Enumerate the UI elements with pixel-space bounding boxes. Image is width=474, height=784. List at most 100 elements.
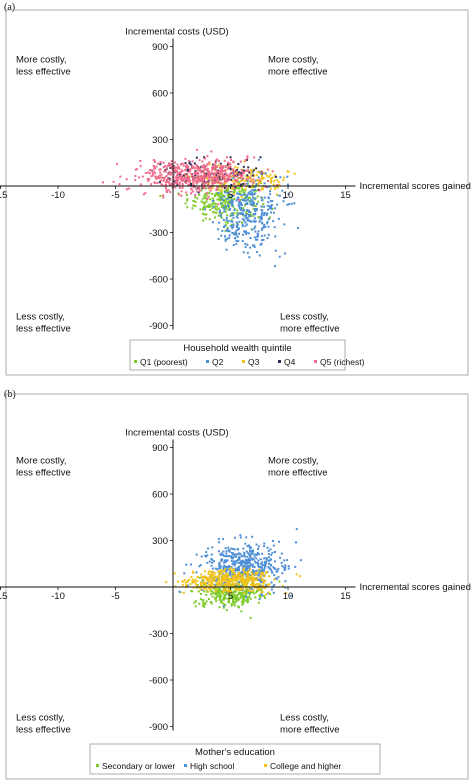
scatter-point-q5-richest- [205,174,208,177]
y-tick-label: 900 [152,443,168,454]
scatter-point-secondary-or-lower [205,590,208,593]
scatter-point-high-school [260,566,263,569]
scatter-point-q3 [260,181,263,184]
scatter-point-high-school [214,567,217,570]
scatter-point-q4 [239,171,242,174]
scatter-point-high-school [286,559,289,562]
scatter-point-college-and-higher [214,572,216,575]
scatter-point-secondary-or-lower [238,592,240,595]
scatter-point-q5-richest- [266,168,269,171]
scatter-point-q5-richest- [165,167,168,170]
scatter-point-college-and-higher [230,585,233,588]
scatter-point-secondary-or-lower [211,591,214,594]
scatter-point-q2 [243,230,246,233]
scatter-point-high-school [195,571,198,574]
scatter-point-q3 [260,175,263,178]
scatter-point-college-and-higher [217,570,220,573]
scatter-point-q2 [236,216,239,219]
legend-box [89,743,381,775]
legend-marker [314,360,317,363]
scatter-point-secondary-or-lower [246,600,249,603]
scatter-point-q1-poorest- [240,190,243,193]
scatter-point-q5-richest- [150,183,153,186]
scatter-point-q5-richest- [170,163,173,166]
scatter-point-q1-poorest- [200,189,203,192]
scatter-point-q1-poorest- [224,202,227,205]
scatter-point-high-school [287,567,290,570]
scatter-point-q5-richest- [166,177,169,180]
scatter-point-q2 [259,219,262,222]
scatter-point-high-school [247,558,250,560]
scatter-point-q1-poorest- [205,200,208,203]
scatter-point-secondary-or-lower [230,604,233,607]
scatter-point-q2 [266,204,269,207]
scatter-point-q2 [224,191,226,194]
scatter-point-college-and-higher [205,581,207,584]
scatter-point-q5-richest- [184,169,187,172]
scatter-point-q5-richest- [172,178,175,181]
scatter-point-q5-richest- [239,177,242,179]
scatter-point-q5-richest- [156,176,158,179]
scatter-point-q2 [290,202,293,205]
scatter-point-q3 [261,178,264,181]
scatter-point-q5-richest- [225,187,228,190]
scatter-point-college-and-higher [243,581,246,584]
scatter-point-q5-richest- [212,181,215,184]
scatter-point-q5-richest- [188,170,191,173]
scatter-point-q2 [283,197,286,199]
scatter-point-college-and-higher [254,578,256,581]
scatter-point-q2 [267,225,270,228]
scatter-point-q2 [288,203,291,206]
scatter-point-q1-poorest- [226,196,229,199]
scatter-point-q3 [224,182,227,185]
scatter-point-q2 [282,200,285,203]
scatter-point-q5-richest- [178,184,181,187]
scatter-point-q5-richest- [258,189,261,192]
scatter-point-q3 [236,166,239,169]
scatter-point-secondary-or-lower [200,593,202,595]
scatter-point-q2 [271,200,274,202]
scatter-point-q5-richest- [173,168,176,171]
scatter-point-high-school [270,570,273,573]
scatter-point-q5-richest- [165,191,168,193]
scatter-point-q5-richest- [276,184,279,186]
scatter-point-college-and-higher [224,589,227,592]
scatter-point-secondary-or-lower [210,602,213,605]
scatter-point-secondary-or-lower [218,594,221,597]
scatter-point-q5-richest- [216,180,219,183]
scatter-point-q2 [249,215,252,218]
scatter-point-high-school [250,588,253,590]
scatter-point-q5-richest- [196,148,199,151]
scatter-point-q1-poorest- [213,211,216,214]
scatter-point-q2 [242,193,245,196]
legend-item-label: Q1 (poorest) [140,357,188,367]
scatter-point-college-and-higher [227,584,230,587]
scatter-point-q2 [245,199,248,202]
scatter-point-q5-richest- [271,170,274,173]
scatter-point-q2 [224,235,226,238]
scatter-point-q1-poorest- [200,200,203,203]
scatter-point-q5-richest- [186,167,189,170]
scatter-point-college-and-higher [230,591,233,594]
scatter-point-q1-poorest- [217,214,220,217]
scatter-point-college-and-higher [231,570,234,573]
scatter-point-high-school [217,550,220,553]
scatter-point-high-school [272,566,275,569]
scatter-point-q1-poorest- [214,216,216,219]
scatter-point-q5-richest- [252,181,255,184]
scatter-point-q2 [235,225,238,228]
scatter-point-q5-richest- [162,161,165,164]
scatter-point-q5-richest- [202,169,205,172]
scatter-point-secondary-or-lower [251,591,254,594]
scatter-point-q5-richest- [200,171,203,174]
scatter-point-high-school [261,564,264,566]
scatter-point-q3 [270,177,272,180]
scatter-point-q3 [230,187,233,190]
scatter-point-secondary-or-lower [237,598,240,601]
scatter-point-college-and-higher [256,583,258,586]
scatter-point-q5-richest- [210,176,213,179]
scatter-point-college-and-higher [235,582,237,585]
legend-marker [264,764,267,767]
scatter-point-high-school [263,542,266,545]
scatter-point-high-school [252,563,255,566]
